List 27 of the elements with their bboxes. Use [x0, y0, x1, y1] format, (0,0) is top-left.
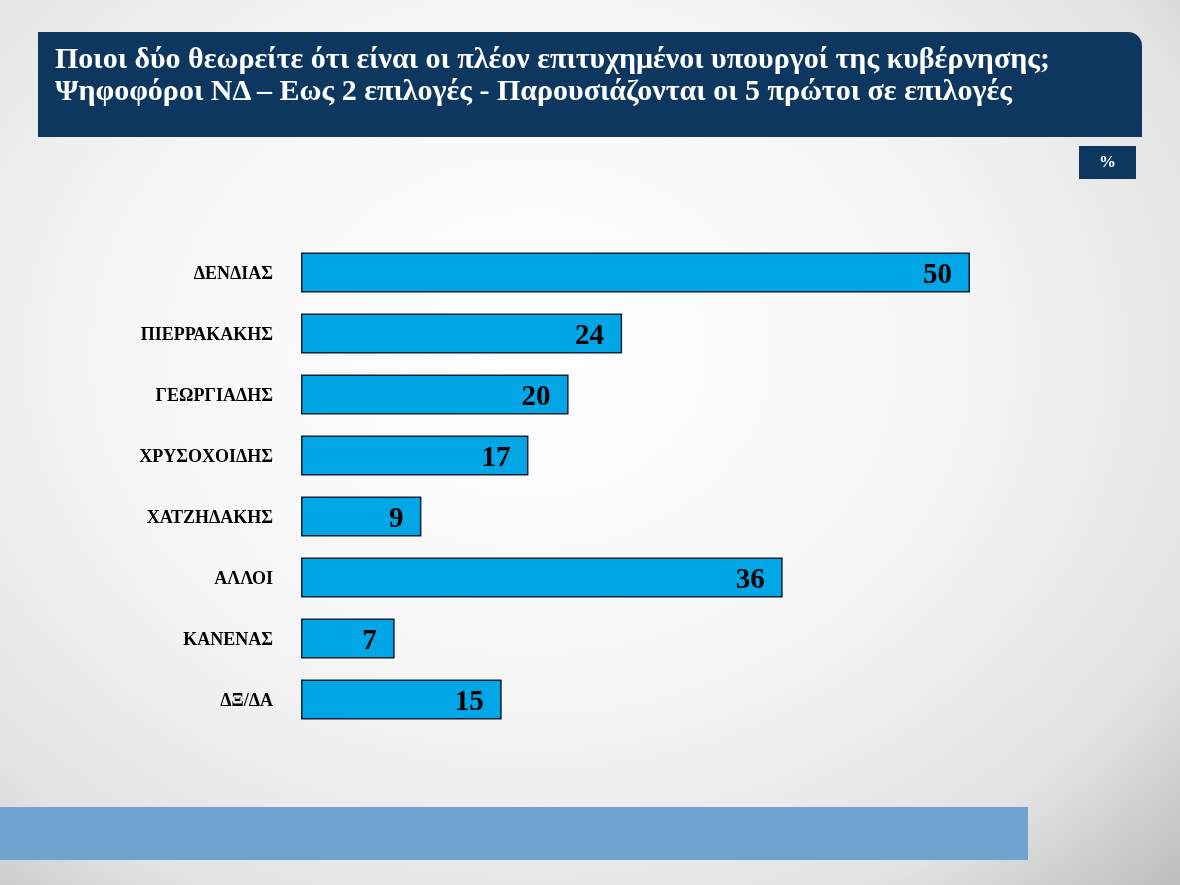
y-tick-label: ΔΞ/ΔΑ: [220, 689, 273, 710]
bar: [301, 618, 395, 659]
bar: [301, 557, 783, 598]
data-label: 7: [362, 622, 377, 655]
y-tick-label: ΚΑΝΕΝΑΣ: [183, 628, 273, 649]
y-tick-label: ΔΕΝΔΙΑΣ: [193, 262, 273, 283]
y-tick-label: ΑΛΛΟΙ: [214, 567, 273, 588]
bar: [301, 313, 623, 354]
data-label: 17: [481, 439, 511, 472]
data-label: 50: [923, 256, 952, 289]
bar: [301, 374, 569, 415]
chart-title: Ποιοι δύο θεωρείτε ότι είναι οι πλέον επιτυχημένοι υπουργοί της κυβέρνησης;: [55, 41, 1050, 74]
data-label: 9: [388, 500, 404, 533]
data-label: 20: [521, 378, 551, 411]
data-label: 15: [454, 683, 484, 716]
text: %: [1099, 152, 1116, 172]
bar: [301, 679, 502, 720]
y-tick-label: ΠΙΕΡΡΑΚΑΚΗΣ: [140, 323, 273, 344]
y-tick-label: ΧΡΥΣΟΧΟΙΔΗΣ: [139, 445, 273, 466]
data-label: 36: [735, 561, 765, 594]
y-tick-label: ΧΑΤΖΗΔΑΚΗΣ: [146, 506, 273, 527]
bar: [301, 252, 970, 293]
bar: [301, 435, 529, 476]
bar: [301, 496, 422, 537]
chart-subtitle: Ψηφοφόροι ΝΔ – Εως 2 επιλογές - Παρουσιάζονται οι 5 πρώτοι σε επιλογές: [55, 73, 1012, 106]
data-label: 24: [575, 317, 605, 350]
y-tick-label: ΓΕΩΡΓΙΑΔΗΣ: [155, 384, 273, 405]
